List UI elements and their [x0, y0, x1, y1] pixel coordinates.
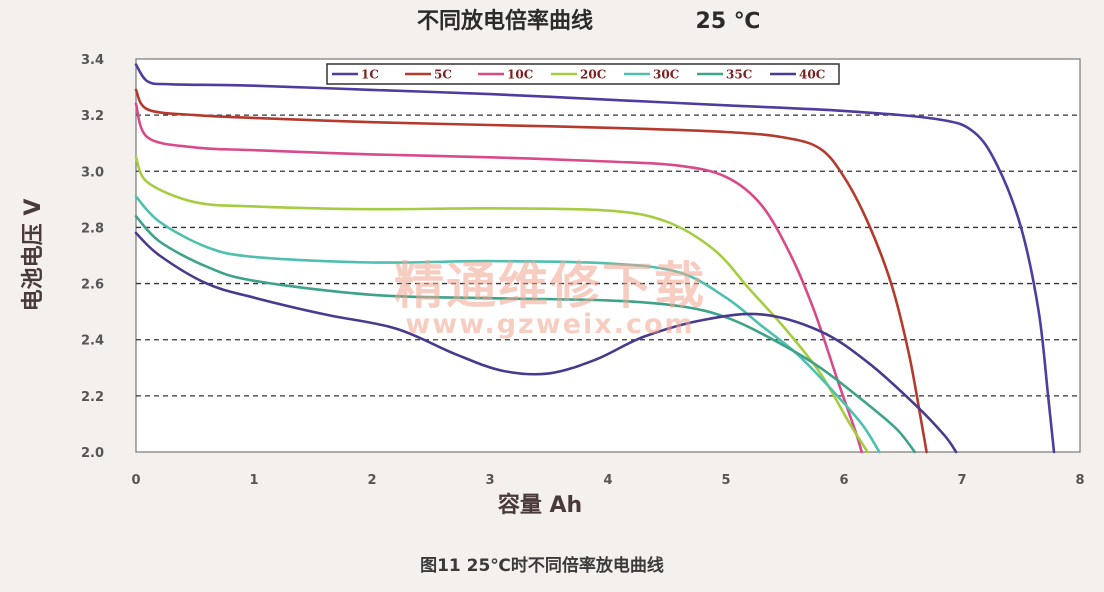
- x-tick-label: 2: [367, 473, 376, 488]
- chart-title-temperature: 25 ℃: [696, 9, 761, 34]
- y-tick-label: 2.2: [81, 390, 104, 405]
- plot-area: [135, 58, 1081, 453]
- y-tick-label: 2.8: [81, 221, 104, 236]
- y-tick-labels: 2.0 2.2 2.4 2.6 2.8 3.0 3.2 3.4: [81, 53, 104, 461]
- x-tick-label: 7: [957, 473, 966, 488]
- series-line-40C: [134, 231, 958, 454]
- x-tick-label: 6: [839, 473, 848, 488]
- series-lines: [134, 63, 1056, 454]
- legend-label: 35C: [726, 68, 752, 82]
- legend-label: 40C: [799, 68, 825, 82]
- y-tick-label: 2.6: [81, 278, 104, 293]
- y-tick-label: 3.0: [81, 165, 104, 180]
- watermark-url: www.gzweix.com: [405, 309, 694, 340]
- watermark-text: 精通维修下载: [394, 256, 706, 315]
- y-tick-label: 3.4: [81, 53, 104, 68]
- legend-label: 10C: [507, 68, 533, 82]
- legend-label: 20C: [580, 68, 606, 82]
- figure-caption: 图11 25℃时不同倍率放电曲线: [420, 555, 664, 576]
- legend: 1C 5C 10C 20C 30C 35C 40C: [332, 68, 825, 82]
- legend-box: [326, 63, 840, 85]
- chart-title: 不同放电倍率曲线: [417, 8, 593, 34]
- y-tick-label: 3.2: [81, 109, 104, 124]
- x-tick-label: 3: [485, 473, 494, 488]
- legend-label: 5C: [434, 68, 452, 82]
- series-line-1C: [134, 63, 1056, 454]
- series-line-35C: [134, 214, 917, 454]
- x-tick-label: 4: [603, 473, 612, 488]
- series-line-30C: [134, 195, 881, 454]
- x-tick-label: 5: [721, 473, 730, 488]
- x-tick-label: 1: [249, 473, 258, 488]
- legend-label: 30C: [653, 68, 679, 82]
- grid-lines: [136, 114, 1080, 397]
- series-line-5C: [134, 88, 928, 454]
- y-tick-label: 2.4: [81, 334, 104, 349]
- series-line-10C: [134, 102, 863, 454]
- x-axis-label: 容量 Ah: [498, 492, 582, 518]
- legend-label: 1C: [361, 68, 379, 82]
- y-axis-label: 电池电压 V: [21, 199, 46, 312]
- x-tick-label: 0: [131, 473, 140, 488]
- y-tick-label: 2.0: [81, 446, 104, 461]
- x-tick-labels: 0 1 2 3 4 5 6 7 8: [131, 473, 1084, 488]
- x-tick-label: 8: [1075, 473, 1084, 488]
